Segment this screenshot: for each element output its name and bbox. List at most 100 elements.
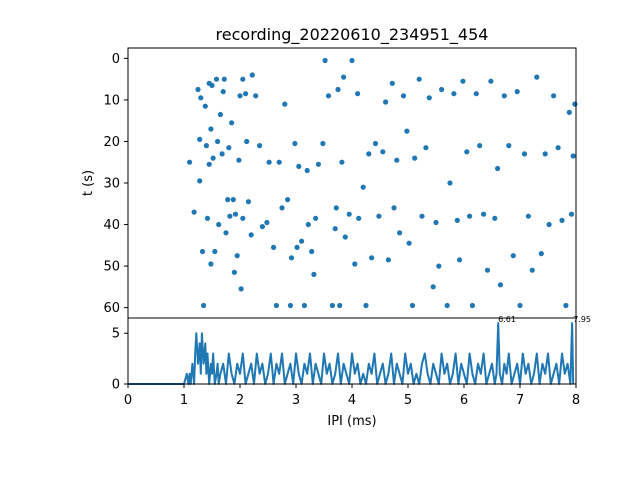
ipi-y-ticks: 05 <box>112 327 128 393</box>
raster-point <box>385 257 391 263</box>
raster-point <box>294 244 300 250</box>
raster-point <box>287 302 293 309</box>
raster-point <box>563 302 569 309</box>
raster-point <box>346 211 352 217</box>
raster-point <box>566 109 572 115</box>
raster-point <box>426 95 432 101</box>
raster-point <box>231 269 237 275</box>
ipi-y-tick-label: 5 <box>112 327 120 342</box>
raster-point <box>315 161 321 167</box>
raster-point <box>342 234 348 240</box>
raster-point <box>341 74 347 80</box>
raster-point <box>406 240 412 246</box>
raster-point <box>249 72 255 78</box>
raster-point <box>217 111 223 118</box>
raster-point <box>213 76 220 82</box>
raster-point <box>257 143 263 149</box>
raster-point <box>391 205 397 211</box>
raster-point <box>264 219 270 226</box>
raster-point <box>514 89 520 95</box>
ipi-peak-label: 6.61 <box>498 315 516 324</box>
raster-point <box>439 86 445 93</box>
raster-point <box>240 76 246 82</box>
raster-point <box>230 197 236 203</box>
raster-point <box>404 128 410 134</box>
raster-point <box>454 217 460 223</box>
raster-point <box>197 178 203 184</box>
ipi-x-tick-label: 4 <box>348 393 356 408</box>
raster-point <box>394 157 400 163</box>
raster-y-tick-label: 20 <box>103 135 120 150</box>
raster-point <box>477 143 483 149</box>
raster-point <box>325 93 332 99</box>
raster-point <box>335 86 341 93</box>
raster-point <box>542 151 548 157</box>
raster-y-tick-label: 40 <box>103 218 120 233</box>
raster-point <box>355 91 361 97</box>
raster-point <box>279 205 285 211</box>
raster-point <box>273 302 279 309</box>
ipi-x-tick-label: 8 <box>572 393 580 408</box>
ipi-x-tick-label: 1 <box>180 393 188 408</box>
raster-point <box>469 302 475 309</box>
raster-point <box>221 76 227 82</box>
raster-point <box>481 211 487 217</box>
raster-point <box>369 255 375 261</box>
raster-point <box>187 159 193 165</box>
raster-point <box>456 257 463 263</box>
raster-point <box>197 136 203 142</box>
ipi-x-tick-label: 2 <box>236 393 244 408</box>
ipi-x-tick-label: 7 <box>516 393 524 408</box>
raster-point <box>203 143 209 149</box>
raster-point <box>288 255 295 261</box>
raster-point <box>363 302 369 309</box>
ipi-x-label: IPI (ms) <box>327 414 376 429</box>
raster-point <box>488 78 494 84</box>
ipi-annotations: 6.61 7.95 <box>498 315 591 324</box>
raster-point <box>360 184 366 190</box>
raster-point <box>199 248 206 255</box>
raster-point <box>372 140 379 147</box>
raster-point <box>304 167 310 174</box>
raster-point <box>229 120 235 126</box>
ipi-x-tick-label: 6 <box>460 393 468 408</box>
raster-point <box>460 78 466 84</box>
raster-point <box>329 302 335 309</box>
ipi-series-line <box>128 322 575 385</box>
raster-point <box>215 138 221 145</box>
raster-point <box>234 253 240 259</box>
raster-point <box>349 57 355 64</box>
raster-point <box>225 197 231 203</box>
raster-point <box>436 263 442 269</box>
raster-y-tick-label: 0 <box>112 52 120 67</box>
raster-point <box>282 101 288 107</box>
raster-point <box>271 244 277 250</box>
raster-point <box>238 286 244 292</box>
raster-point <box>244 138 250 145</box>
raster-point <box>202 103 208 109</box>
raster-point <box>492 215 498 221</box>
raster-point <box>529 267 535 273</box>
raster-point <box>292 140 298 147</box>
raster-point <box>285 197 291 203</box>
raster-point <box>201 302 207 309</box>
raster-point <box>506 143 512 149</box>
raster-point <box>208 261 214 267</box>
raster-point <box>322 57 328 64</box>
ipi-y-tick-label: 0 <box>112 378 120 393</box>
raster-point <box>210 155 216 161</box>
raster-point <box>339 159 345 165</box>
raster-point <box>266 159 272 165</box>
raster-point <box>568 211 575 217</box>
raster-point <box>423 145 429 151</box>
raster-point <box>497 282 503 288</box>
ipi-x-tick-label: 0 <box>124 393 132 408</box>
raster-point <box>195 86 201 93</box>
raster-point <box>376 213 382 219</box>
raster-y-tick-label: 60 <box>103 301 120 316</box>
raster-points <box>187 57 578 309</box>
raster-point <box>546 221 552 228</box>
raster-point <box>409 302 416 309</box>
raster-panel: 0 10 20 30 40 50 60 t (s) <box>81 47 578 319</box>
